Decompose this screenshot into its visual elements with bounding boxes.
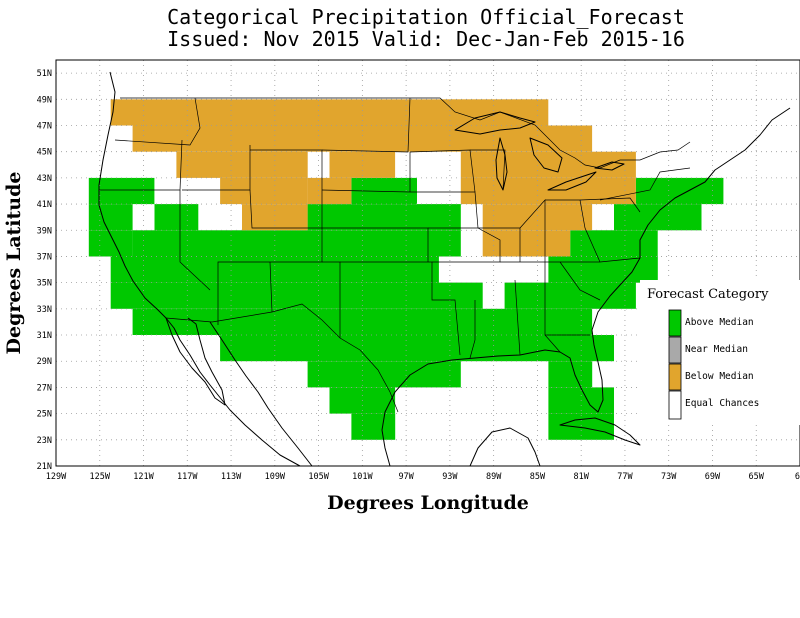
legend-swatch-above <box>668 309 682 337</box>
x-tick-label: 61 <box>795 472 800 482</box>
lake-erie <box>547 171 597 191</box>
above-median-cell-6-0 <box>220 335 614 362</box>
pacific-coastline <box>98 71 301 467</box>
below-median-cell-1-0 <box>132 125 593 152</box>
legend-item-above: Above Median <box>668 309 754 337</box>
legend-background <box>640 280 800 425</box>
legend-swatch-below <box>668 363 682 391</box>
legend-item-near: Near Median <box>668 336 748 364</box>
y-tick-label: 27N <box>37 383 52 393</box>
above-median-cell-7-1 <box>548 361 593 388</box>
x-tick-label: 73W <box>661 472 677 482</box>
x-axis-title: Degrees Longitude <box>327 492 529 514</box>
legend-swatch-near <box>668 336 682 364</box>
legend-label-below: Below Median <box>685 371 754 382</box>
y-tick-label: 33N <box>37 305 52 315</box>
y-tick-label: 39N <box>37 226 52 236</box>
canada-us-border <box>120 97 691 169</box>
above-median-cell-2-1 <box>132 230 461 257</box>
above-median-cell-2-2 <box>570 230 658 257</box>
y-tick-label: 49N <box>37 95 52 105</box>
lake-superior <box>454 111 536 135</box>
x-tick-label: 85W <box>530 472 546 482</box>
x-tick-label: 121W <box>133 472 154 482</box>
y-axis-title: Degrees Latitude <box>3 172 25 355</box>
x-tick-label: 117W <box>177 472 198 482</box>
x-tick-label: 81W <box>573 472 589 482</box>
cuba <box>559 417 641 446</box>
above-median-cell-3-1 <box>548 256 658 283</box>
y-tick-label: 47N <box>37 121 52 131</box>
yucatan <box>469 427 541 467</box>
y-tick-label: 51N <box>37 69 52 79</box>
latitude-tick-labels: 51N 49N 47N 45N 43N 41N 39N 37N 35N 33N 31N 29N 27N 2… <box>37 69 52 472</box>
y-tick-label: 41N <box>37 200 52 210</box>
plot-frame <box>55 59 800 467</box>
below-median-cell-3-0 <box>220 177 308 205</box>
map-plot-area <box>55 59 800 467</box>
x-tick-label: 97W <box>398 472 414 482</box>
longitude-tick-labels: 129W 125W 121W 117W 113W 109W 105W 101W 97W 93W 89… <box>46 472 800 482</box>
y-tick-label: 31N <box>37 331 52 341</box>
below-median-cell-2-1 <box>329 151 396 178</box>
y-tick-label: 21N <box>37 462 52 472</box>
x-tick-label: 89W <box>486 472 502 482</box>
above-median-cell-1-3 <box>614 204 702 231</box>
above-median-cell-7-0 <box>307 361 461 388</box>
below-median-cell-0-0 <box>110 99 549 126</box>
legend-item-below: Below Median <box>668 363 754 391</box>
above-median-cell-2-0 <box>88 230 133 257</box>
x-tick-label: 65W <box>749 472 765 482</box>
coastline-and-borders <box>98 71 791 467</box>
below-median-cell-2-2 <box>460 151 636 178</box>
x-tick-label: 109W <box>265 472 286 482</box>
y-tick-label: 35N <box>37 279 52 289</box>
above-median-cell-1-1 <box>154 204 199 231</box>
above-median-cell-4-1 <box>504 282 636 309</box>
legend-label-near: Near Median <box>685 344 748 355</box>
y-tick-label: 37N <box>37 252 52 262</box>
x-tick-label: 69W <box>705 472 721 482</box>
above-median-cell-4-0 <box>110 282 483 309</box>
above-median-cell-1-0 <box>88 204 133 231</box>
below-median-cell-2-0 <box>176 151 308 178</box>
gulf-coastline <box>381 107 791 467</box>
mexico-west-coast <box>209 321 313 467</box>
y-tick-label: 25N <box>37 410 52 420</box>
baja-peninsula <box>165 317 226 406</box>
x-tick-label: 125W <box>90 472 111 482</box>
y-tick-label: 29N <box>37 357 52 367</box>
x-tick-label: 101W <box>352 472 373 482</box>
above-median-cell-5-0 <box>132 308 593 335</box>
legend: Forecast Category Above Median Near Medi… <box>640 280 800 425</box>
x-tick-label: 105W <box>308 472 329 482</box>
x-tick-label: 93W <box>442 472 458 482</box>
lake-ontario <box>594 161 625 171</box>
us-mexico-border <box>165 303 399 413</box>
above-median-cell-0-2 <box>635 177 724 205</box>
state-lines <box>99 97 691 359</box>
below-median-cell-5-0 <box>482 230 571 257</box>
x-tick-label: 77W <box>617 472 633 482</box>
legend-label-above: Above Median <box>685 317 754 328</box>
above-median-cell-9-0 <box>351 413 396 440</box>
legend-swatch-equal <box>668 390 682 420</box>
legend-item-equal: Equal Chances <box>668 390 759 420</box>
x-tick-label: 129W <box>46 472 67 482</box>
y-tick-label: 23N <box>37 436 52 446</box>
map-title-line-1: Categorical Precipitation Official_Forec… <box>167 5 685 29</box>
y-tick-label: 45N <box>37 148 52 158</box>
above-median-cell-1-2 <box>307 204 461 231</box>
below-median-cell-3-1 <box>307 177 352 205</box>
legend-label-equal: Equal Chances <box>685 398 759 409</box>
legend-title: Forecast Category <box>647 287 769 302</box>
x-tick-label: 113W <box>221 472 242 482</box>
y-tick-label: 43N <box>37 174 52 184</box>
map-title-line-2: Issued: Nov 2015 Valid: Dec-Jan-Feb 2015… <box>167 27 685 51</box>
lake-huron <box>529 137 563 173</box>
